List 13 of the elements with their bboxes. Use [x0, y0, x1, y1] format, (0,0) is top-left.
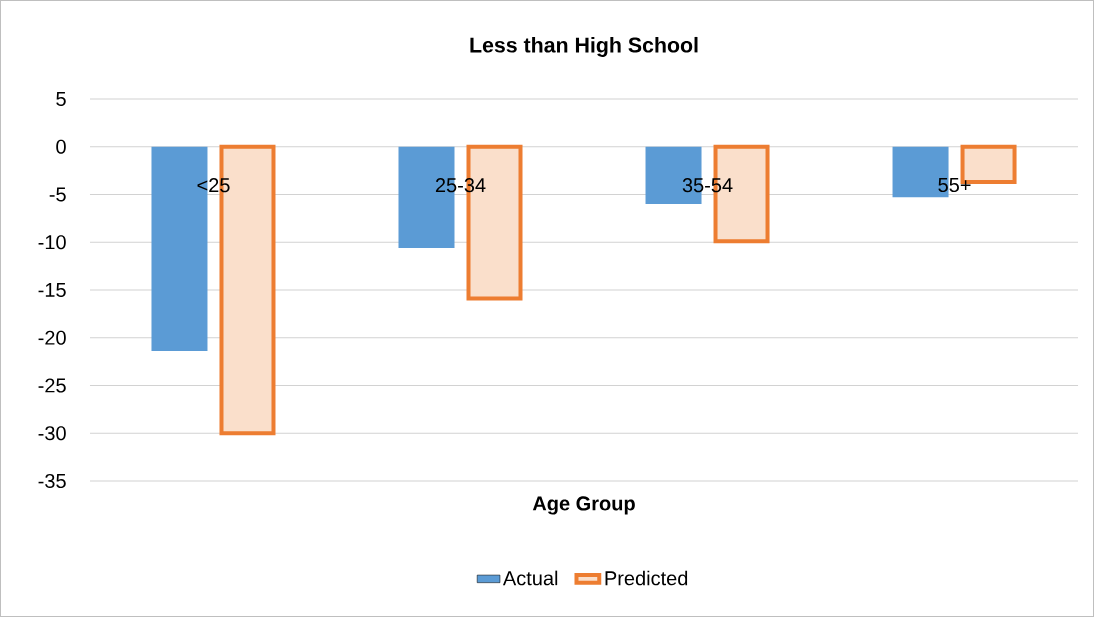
y-tick-label: -10 [38, 235, 66, 250]
y-tick-label: -30 [38, 426, 66, 441]
y-tick-label: -25 [38, 378, 66, 393]
legend-label: Predicted [605, 570, 688, 586]
y-tick-label: -20 [38, 330, 66, 345]
chart-title: Less than High School [470, 36, 698, 57]
y-tick-label: 5 [56, 92, 66, 106]
x-axis-title: Age Group [532, 496, 635, 515]
y-tick-label: -15 [38, 283, 66, 297]
y-tick-label: 0 [56, 139, 66, 154]
y-tick-label: -35 [38, 473, 66, 489]
legend-label: Actual [502, 570, 558, 586]
y-tick-label: -5 [49, 187, 66, 202]
